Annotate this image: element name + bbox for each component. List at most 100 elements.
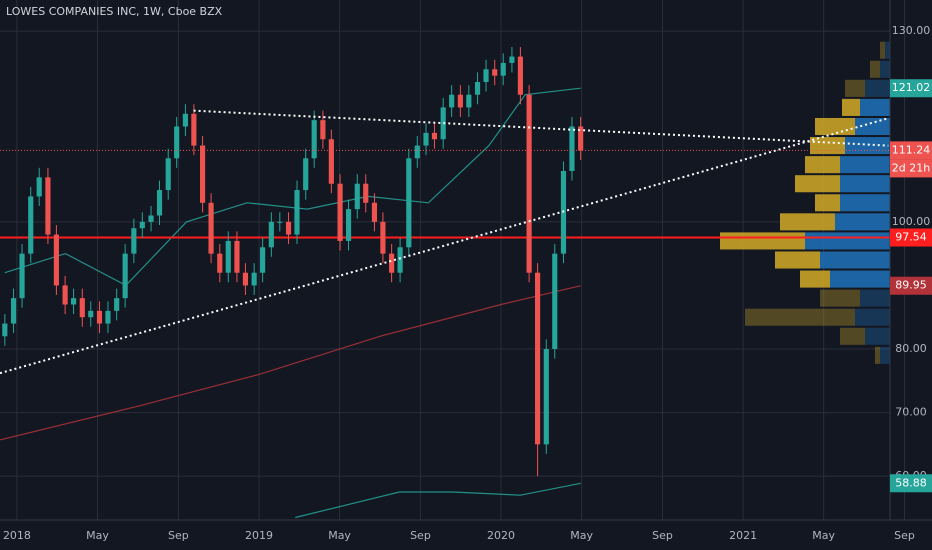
candle-body — [345, 209, 352, 241]
candle-body — [431, 132, 438, 140]
candle-body — [389, 253, 395, 273]
candle-body — [88, 310, 94, 318]
x-tick-label: May — [570, 529, 593, 542]
candle-body — [380, 221, 386, 254]
x-tick-label: 2019 — [245, 529, 273, 542]
candle-body — [260, 247, 266, 273]
volume-down-bar — [845, 79, 865, 97]
x-tick-label: May — [328, 529, 351, 542]
volume-down-bar — [780, 213, 835, 231]
indicator-price-label-bg — [890, 474, 932, 493]
candle-body — [517, 56, 523, 95]
candle-body — [371, 202, 378, 222]
indicator-line — [295, 482, 581, 519]
volume-down-bar — [875, 346, 880, 364]
candle-body — [320, 120, 326, 140]
countdown-label-bg — [890, 159, 932, 178]
volume-up-bar — [820, 251, 890, 269]
volume-down-bar — [795, 175, 840, 193]
candle-body — [294, 190, 300, 235]
y-tick-label: 70.00 — [895, 406, 927, 419]
candle-body — [535, 272, 541, 445]
candle-body — [440, 107, 446, 140]
candle-body — [509, 56, 515, 63]
candle-body — [483, 69, 489, 83]
candle-body — [10, 298, 17, 324]
candle-body — [200, 145, 206, 203]
candle-body — [191, 113, 197, 146]
candle-body — [114, 298, 120, 311]
candle-body — [36, 177, 42, 197]
candle-body — [268, 221, 274, 248]
chart-title: LOWES COMPANIES INC, 1W, Cboe BZX — [6, 5, 223, 18]
volume-up-bar — [865, 79, 890, 97]
candle-body — [79, 298, 85, 318]
x-tick-label: Sep — [410, 529, 431, 542]
candle-body — [337, 183, 343, 241]
trendline — [0, 117, 889, 375]
volume-down-bar — [775, 251, 820, 269]
volume-down-bar — [805, 156, 840, 174]
candle-body — [311, 120, 317, 159]
indicator-price-label-bg — [890, 276, 932, 295]
labels: 130.00100.0080.0070.0060.002018MaySep201… — [3, 24, 932, 542]
x-tick-label: Sep — [168, 529, 189, 542]
candle-body — [500, 62, 506, 76]
volume-up-bar — [840, 175, 890, 193]
x-tick-label: May — [86, 529, 109, 542]
y-tick-label: 130.00 — [892, 24, 931, 37]
candle-body — [363, 183, 369, 203]
candle-body — [414, 145, 420, 159]
candle-body — [474, 82, 481, 95]
candle-body — [156, 190, 163, 216]
x-tick-label: 2020 — [487, 529, 515, 542]
candle-body — [174, 126, 180, 159]
candle-body — [251, 272, 257, 286]
candle-body — [242, 272, 249, 286]
volume-up-bar — [840, 156, 890, 174]
volume-down-bar — [815, 194, 840, 212]
y-tick-label: 100.00 — [892, 215, 931, 228]
candle-body — [53, 234, 59, 286]
volume-down-bar — [815, 117, 855, 136]
x-tick-label: Sep — [652, 529, 673, 542]
volume-up-bar — [805, 232, 890, 250]
candle-body — [45, 177, 51, 235]
candle-body — [277, 221, 283, 223]
candle-body — [578, 126, 584, 151]
volume-up-bar — [840, 194, 890, 212]
last-price-label: 111.24 — [892, 143, 931, 156]
candle-body — [122, 253, 128, 299]
candle-body — [449, 94, 455, 108]
volume-down-bar — [870, 60, 880, 78]
candle-body — [105, 310, 111, 324]
volume-down-bar — [820, 289, 860, 307]
volume-down-bar — [720, 232, 805, 250]
volume-down-bar — [840, 327, 865, 345]
volume-down-bar — [745, 308, 855, 326]
y-tick-label: 80.00 — [895, 342, 927, 355]
candle-body — [165, 158, 171, 191]
volume-up-bar — [860, 289, 890, 307]
x-tick-label: May — [812, 529, 835, 542]
x-tick-label: 2021 — [729, 529, 757, 542]
candle-body — [457, 94, 463, 108]
volume-up-bar — [860, 98, 890, 116]
x-tick-label: Sep — [894, 529, 915, 542]
volume-up-bar — [855, 117, 890, 136]
candle-body — [543, 348, 549, 445]
candle-body — [139, 221, 145, 229]
candle-body — [328, 139, 334, 184]
candle-body — [62, 285, 68, 305]
volume-up-bar — [835, 213, 890, 231]
volume-down-bar — [810, 137, 845, 155]
volume-profile — [720, 41, 890, 364]
last-price-label-bg — [890, 141, 932, 160]
volume-up-bar — [865, 327, 890, 345]
candle-body — [526, 94, 532, 273]
volume-up-bar — [830, 270, 890, 288]
candle-body — [19, 253, 25, 299]
candle-body — [569, 126, 575, 172]
candle-body — [552, 253, 558, 349]
